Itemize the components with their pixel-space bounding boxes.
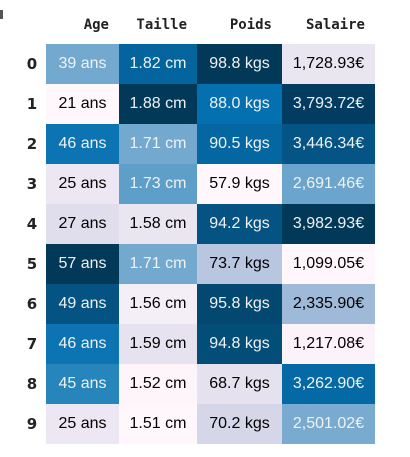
salaire-cell: 1,728.93€ [282,44,375,84]
taille-cell: 1.71 cm [119,244,197,284]
taille-cell: 1.59 cm [119,324,197,364]
age-cell: 39 ans [46,44,119,84]
age-cell: 46 ans [46,324,119,364]
row-index: 8 [26,375,38,393]
age-cell: 49 ans [46,284,119,324]
age-cell: 46 ans [46,124,119,164]
poids-cell: 88.0 kgs [197,84,282,124]
age-cell: 57 ans [46,244,119,284]
table-row: 8 45 ans 1.52 cm 68.7 kgs 3,262.90€ [18,364,375,404]
row-index: 5 [26,255,38,273]
salaire-cell: 2,501.02€ [282,404,375,444]
salaire-cell: 2,691.46€ [282,164,375,204]
poids-cell: 95.8 kgs [197,284,282,324]
row-index: 1 [26,95,38,113]
row-index: 0 [26,55,38,73]
poids-cell: 94.8 kgs [197,324,282,364]
age-cell: 45 ans [46,364,119,404]
taille-cell: 1.73 cm [119,164,197,204]
taille-cell: 1.88 cm [119,84,197,124]
table-row: 5 57 ans 1.71 cm 73.7 kgs 1,099.05€ [18,244,375,284]
poids-cell: 57.9 kgs [197,164,282,204]
table-row: 6 49 ans 1.56 cm 95.8 kgs 2,335.90€ [18,284,375,324]
age-cell: 25 ans [46,164,119,204]
row-index: 4 [26,215,38,233]
poids-cell: 90.5 kgs [197,124,282,164]
poids-cell: 73.7 kgs [197,244,282,284]
salaire-cell: 3,262.90€ [282,364,375,404]
table-row: 2 46 ans 1.71 cm 90.5 kgs 3,446.34€ [18,124,375,164]
age-cell: 21 ans [46,84,119,124]
column-header-taille: Taille [136,17,187,33]
row-index: 3 [26,175,38,193]
data-table: Age Taille Poids Salaire 0 39 ans 1.82 c… [18,6,375,444]
table-row: 0 39 ans 1.82 cm 98.8 kgs 1,728.93€ [18,44,375,84]
salaire-cell: 2,335.90€ [282,284,375,324]
header-row: Age Taille Poids Salaire [18,6,375,44]
salaire-cell: 3,793.72€ [282,84,375,124]
age-cell: 27 ans [46,204,119,244]
taille-cell: 1.58 cm [119,204,197,244]
table-row: 1 21 ans 1.88 cm 88.0 kgs 3,793.72€ [18,84,375,124]
salaire-cell: 1,099.05€ [282,244,375,284]
row-index: 6 [26,295,38,313]
row-index: 7 [26,335,38,353]
poids-cell: 94.2 kgs [197,204,282,244]
column-header-age: Age [83,17,109,33]
poids-cell: 70.2 kgs [197,404,282,444]
salaire-cell: 3,446.34€ [282,124,375,164]
salaire-cell: 1,217.08€ [282,324,375,364]
index-header [18,6,46,44]
taille-cell: 1.56 cm [119,284,197,324]
taille-cell: 1.82 cm [119,44,197,84]
table-row: 3 25 ans 1.73 cm 57.9 kgs 2,691.46€ [18,164,375,204]
column-header-poids: Poids [229,17,272,33]
left-edge-mark [0,10,3,19]
table-row: 4 27 ans 1.58 cm 94.2 kgs 3,982.93€ [18,204,375,244]
table-row: 7 46 ans 1.59 cm 94.8 kgs 1,217.08€ [18,324,375,364]
poids-cell: 98.8 kgs [197,44,282,84]
poids-cell: 68.7 kgs [197,364,282,404]
column-header-salaire: Salaire [305,17,365,33]
taille-cell: 1.52 cm [119,364,197,404]
taille-cell: 1.71 cm [119,124,197,164]
salaire-cell: 3,982.93€ [282,204,375,244]
row-index: 2 [26,135,38,153]
row-index: 9 [26,415,38,433]
age-cell: 25 ans [46,404,119,444]
taille-cell: 1.51 cm [119,404,197,444]
table-row: 9 25 ans 1.51 cm 70.2 kgs 2,501.02€ [18,404,375,444]
